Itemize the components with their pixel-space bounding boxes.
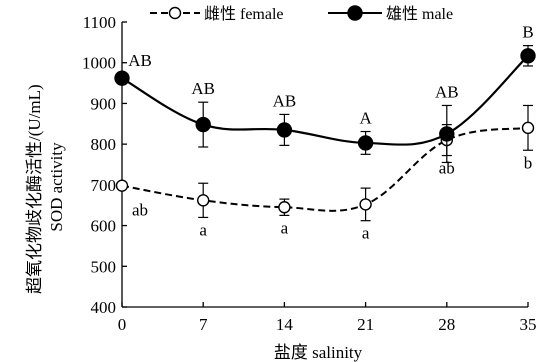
y-tick-label: 1100 [83, 13, 116, 32]
legend: 雌性 female 雄性 male [150, 5, 453, 23]
x-axis-ticks: 0 7 14 21 28 35 [118, 302, 537, 334]
y-axis-title-en: SOD activity [47, 142, 66, 232]
legend-marker [168, 6, 182, 20]
male-point [439, 126, 455, 142]
series-female [115, 104, 535, 222]
y-axis-title: 超氧化物歧化酶活性/(U/mL) SOD activity [25, 80, 66, 294]
x-tick-label: 21 [357, 315, 374, 334]
female-point [196, 194, 210, 207]
legend-item-male: 雄性 male [328, 5, 453, 23]
male-point [195, 116, 211, 133]
male-point [114, 70, 130, 86]
male-annotation: AB [128, 51, 152, 70]
y-tick-label: 900 [91, 94, 117, 113]
female-point [521, 121, 535, 135]
male-point [357, 135, 374, 151]
male-line [121, 55, 529, 146]
y-tick-label: 1000 [82, 54, 116, 73]
female-line [121, 126, 529, 212]
female-annotation: b [524, 153, 533, 172]
female-annotation: a [362, 224, 370, 243]
female-point [278, 201, 291, 214]
female-point [359, 198, 372, 211]
male-point [276, 122, 293, 138]
female-annotation: ab [132, 201, 148, 220]
y-tick-label: 600 [91, 217, 117, 236]
x-tick-label: 14 [276, 315, 294, 334]
series-layer [114, 45, 536, 222]
male-annotation: A [359, 109, 372, 128]
female-annotation: ab [439, 159, 455, 178]
series-male [114, 45, 536, 164]
x-tick-label: 35 [520, 315, 537, 334]
legend-label: 雄性 male [386, 5, 453, 23]
male-point [520, 48, 536, 64]
legend-marker [347, 5, 363, 21]
legend-label: 雌性 female [204, 5, 284, 23]
x-axis-title: 盐度 salinity [274, 343, 363, 362]
female-point [115, 179, 129, 192]
x-tick-label: 0 [118, 315, 127, 334]
legend-item-female: 雌性 female [150, 5, 284, 23]
y-axis-title-cn: 超氧化物歧化酶活性/(U/mL) [25, 84, 44, 294]
male-annotation: AB [273, 91, 297, 110]
female-annotation: a [281, 218, 289, 237]
y-tick-label: 800 [91, 135, 117, 154]
male-annotation: AB [191, 79, 215, 98]
y-tick-label: 500 [91, 257, 117, 276]
x-tick-label: 7 [199, 315, 208, 334]
male-annotation: AB [435, 82, 459, 101]
annotation-layer: ab a a a ab b AB AB AB A AB B [128, 23, 533, 243]
y-axis-ticks: 400 500 600 700 800 900 1000 1100 [82, 13, 127, 317]
male-annotation: B [522, 23, 533, 42]
y-tick-label: 700 [91, 176, 117, 195]
female-annotation: a [199, 220, 207, 239]
y-tick-label: 400 [91, 298, 117, 317]
x-tick-label: 28 [438, 315, 455, 334]
